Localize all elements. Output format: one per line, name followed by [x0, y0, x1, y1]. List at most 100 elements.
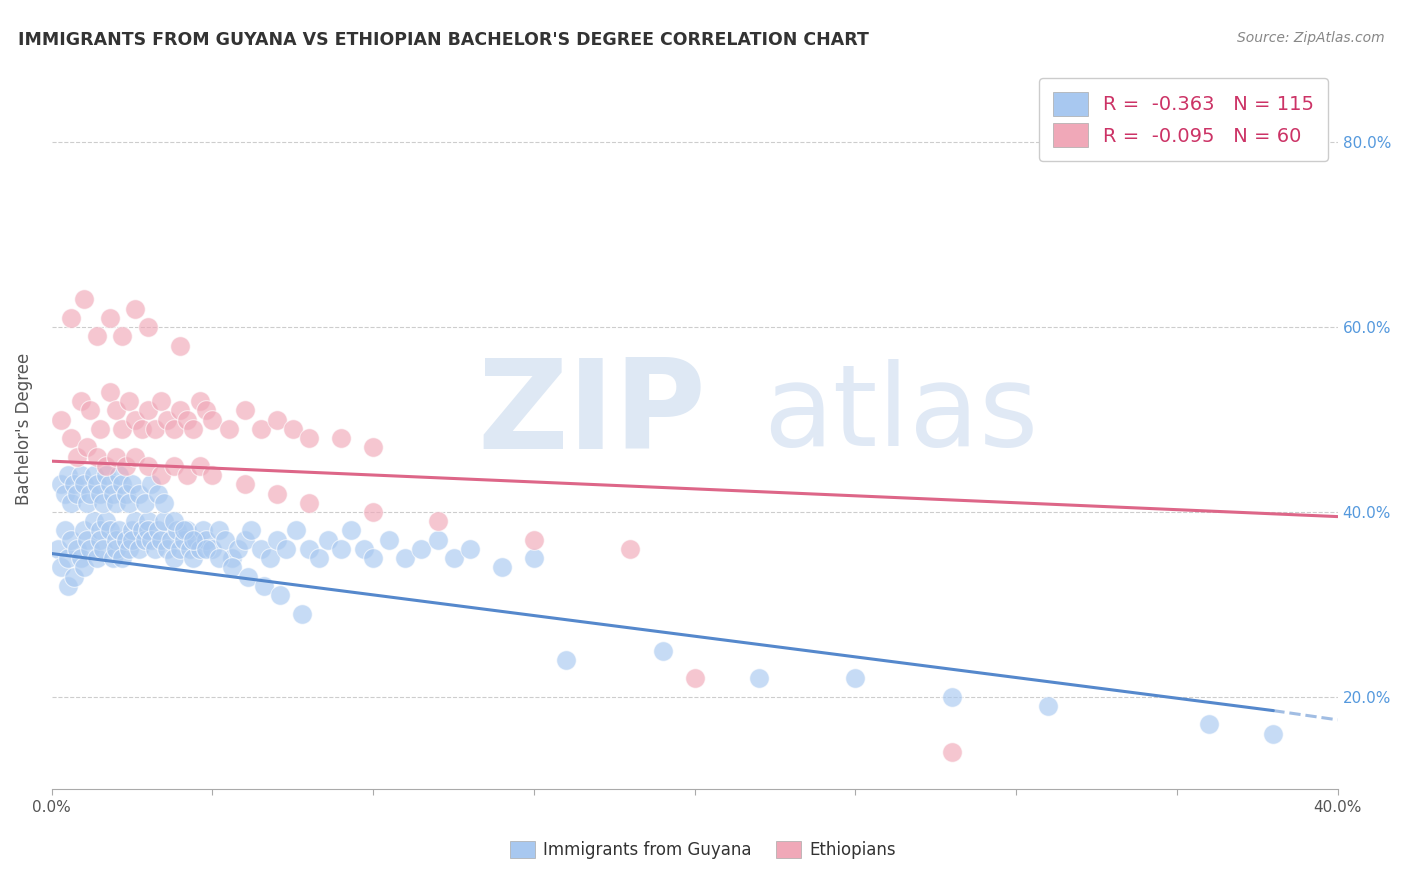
- Point: [86, 450, 108, 464]
- Point: [91, 541, 114, 556]
- Point: [208, 524, 231, 538]
- Point: [108, 524, 131, 538]
- Point: [153, 496, 176, 510]
- Point: [169, 541, 191, 556]
- Text: IMMIGRANTS FROM GUYANA VS ETHIOPIAN BACHELOR'S DEGREE CORRELATION CHART: IMMIGRANTS FROM GUYANA VS ETHIOPIAN BACH…: [18, 31, 869, 49]
- Point: [96, 468, 118, 483]
- Point: [316, 533, 339, 547]
- Point: [201, 541, 224, 556]
- Point: [114, 486, 136, 500]
- Point: [443, 551, 465, 566]
- Point: [111, 422, 134, 436]
- Point: [163, 514, 186, 528]
- Point: [73, 293, 96, 307]
- Point: [66, 541, 89, 556]
- Point: [51, 560, 73, 574]
- Text: Source: ZipAtlas.com: Source: ZipAtlas.com: [1237, 31, 1385, 45]
- Point: [60, 431, 83, 445]
- Point: [555, 653, 578, 667]
- Point: [1038, 698, 1060, 713]
- Point: [86, 477, 108, 491]
- Point: [83, 468, 105, 483]
- Point: [69, 551, 91, 566]
- Point: [89, 524, 111, 538]
- Point: [86, 551, 108, 566]
- Point: [298, 541, 321, 556]
- Point: [195, 533, 218, 547]
- Point: [353, 541, 375, 556]
- Point: [201, 468, 224, 483]
- Point: [339, 524, 361, 538]
- Point: [150, 394, 173, 409]
- Point: [146, 524, 169, 538]
- Point: [73, 524, 96, 538]
- Point: [60, 496, 83, 510]
- Point: [60, 310, 83, 325]
- Point: [1263, 727, 1285, 741]
- Point: [141, 533, 163, 547]
- Point: [458, 541, 481, 556]
- Point: [169, 339, 191, 353]
- Point: [214, 533, 236, 547]
- Point: [150, 533, 173, 547]
- Point: [361, 440, 384, 454]
- Point: [181, 533, 204, 547]
- Point: [105, 403, 128, 417]
- Point: [291, 607, 314, 621]
- Point: [226, 541, 249, 556]
- Point: [233, 477, 256, 491]
- Point: [176, 468, 198, 483]
- Point: [361, 551, 384, 566]
- Point: [134, 496, 156, 510]
- Point: [394, 551, 416, 566]
- Point: [523, 551, 546, 566]
- Point: [136, 403, 159, 417]
- Point: [378, 533, 401, 547]
- Point: [56, 579, 79, 593]
- Point: [73, 560, 96, 574]
- Point: [69, 394, 91, 409]
- Point: [76, 533, 98, 547]
- Point: [221, 560, 243, 574]
- Point: [143, 541, 166, 556]
- Point: [136, 524, 159, 538]
- Point: [53, 486, 76, 500]
- Point: [188, 541, 211, 556]
- Point: [136, 514, 159, 528]
- Point: [330, 541, 353, 556]
- Point: [114, 458, 136, 473]
- Point: [298, 431, 321, 445]
- Point: [89, 486, 111, 500]
- Point: [411, 541, 433, 556]
- Point: [108, 468, 131, 483]
- Point: [98, 477, 121, 491]
- Point: [169, 403, 191, 417]
- Point: [266, 533, 288, 547]
- Point: [266, 412, 288, 426]
- Point: [131, 422, 153, 436]
- Point: [124, 301, 146, 316]
- Point: [98, 524, 121, 538]
- Point: [619, 541, 641, 556]
- Point: [105, 450, 128, 464]
- Point: [1198, 717, 1220, 731]
- Point: [121, 524, 143, 538]
- Point: [79, 541, 101, 556]
- Point: [186, 533, 208, 547]
- Point: [523, 533, 546, 547]
- Point: [308, 551, 330, 566]
- Point: [111, 551, 134, 566]
- Point: [651, 643, 673, 657]
- Point: [69, 468, 91, 483]
- Point: [249, 541, 271, 556]
- Point: [136, 458, 159, 473]
- Point: [101, 551, 124, 566]
- Point: [66, 486, 89, 500]
- Point: [51, 412, 73, 426]
- Point: [163, 458, 186, 473]
- Point: [124, 412, 146, 426]
- Point: [269, 588, 291, 602]
- Point: [128, 541, 150, 556]
- Point: [179, 541, 201, 556]
- Point: [330, 431, 353, 445]
